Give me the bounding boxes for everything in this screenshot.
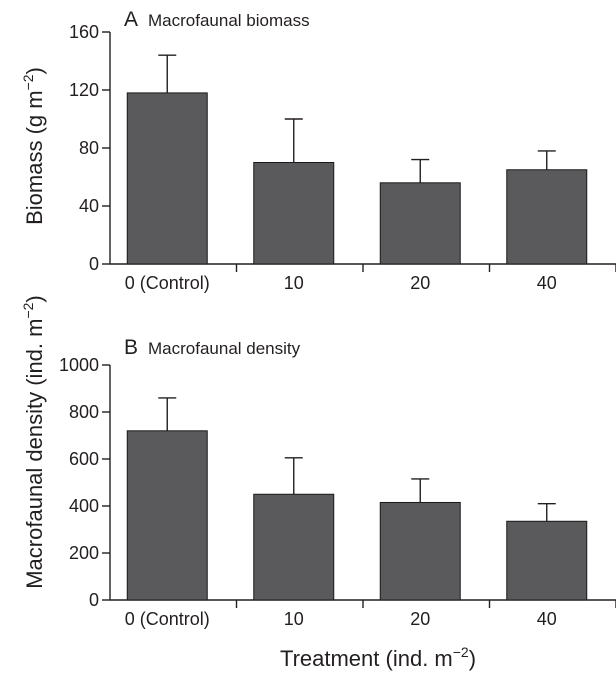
panel-b-y-tick-label: 0 (89, 590, 99, 610)
panel-a-x-tick-label: 10 (284, 273, 304, 293)
panel-a-bar (506, 169, 588, 265)
panel-a-bar (253, 162, 335, 265)
panel-a-ylabel-exponent: −2 (20, 74, 36, 90)
panel-b-x-tick-label: 40 (537, 609, 557, 629)
panel-b-y-tick-label: 600 (69, 449, 99, 469)
panel-a-title: Macrofaunal biomass (148, 11, 310, 30)
panel-a-y-tick-label: 120 (69, 80, 99, 100)
panel-b-y-tick-label: 1000 (59, 355, 99, 375)
panel-a-y-tick-label: 80 (79, 138, 99, 158)
panel-b-y-tick-label: 800 (69, 402, 99, 422)
panel-a-x-tick-label: 0 (Control) (125, 273, 210, 293)
panel-b-bar (253, 493, 335, 601)
panel-b-x-tick-label: 20 (410, 609, 430, 629)
panel-b-y-tick-label: 200 (69, 543, 99, 563)
panel-a-x-tick-label: 20 (410, 273, 430, 293)
panel-b-bar (379, 501, 461, 601)
panel-a-letter: A (124, 8, 138, 31)
panel-a-bar (126, 92, 208, 265)
panel-a-bars (126, 54, 588, 265)
panel-b-bars (126, 397, 588, 601)
panel-b-letter: B (124, 336, 138, 359)
panel-b-density: B Macrofaunal density 0 200 400 600 800 1000 0… (20, 295, 616, 629)
panel-a-ylabel: Biomass (g m−2) (20, 67, 47, 225)
panel-a-x-tick-label: 40 (537, 273, 557, 293)
panel-b-x-tick-label: 10 (284, 609, 304, 629)
panel-a-y-tick-label: 40 (79, 196, 99, 216)
panel-b-x-tick-label: 0 (Control) (125, 609, 210, 629)
panel-b-bar (126, 430, 208, 601)
panel-b-bar (506, 520, 588, 601)
panel-a-y-tick-label: 0 (89, 254, 99, 274)
panel-a-axes: 0 40 80 120 160 0 (Control) 10 20 40 (69, 22, 616, 293)
x-axis-title: Treatment (ind. m−2) (280, 644, 476, 671)
panel-a-biomass: A Macrofaunal biomass 0 40 80 120 160 0 (Cont… (20, 8, 616, 293)
panel-b-title: Macrofaunal density (148, 339, 301, 358)
panel-b-ylabel: Macrofaunal density (ind. m−2) (20, 295, 47, 589)
panel-a-y-tick-label: 160 (69, 22, 99, 42)
x-axis-title-exponent: −2 (453, 644, 469, 660)
panel-b-ylabel-exponent: −2 (20, 302, 36, 318)
panel-a-bar (379, 182, 461, 265)
panel-b-y-tick-label: 400 (69, 496, 99, 516)
